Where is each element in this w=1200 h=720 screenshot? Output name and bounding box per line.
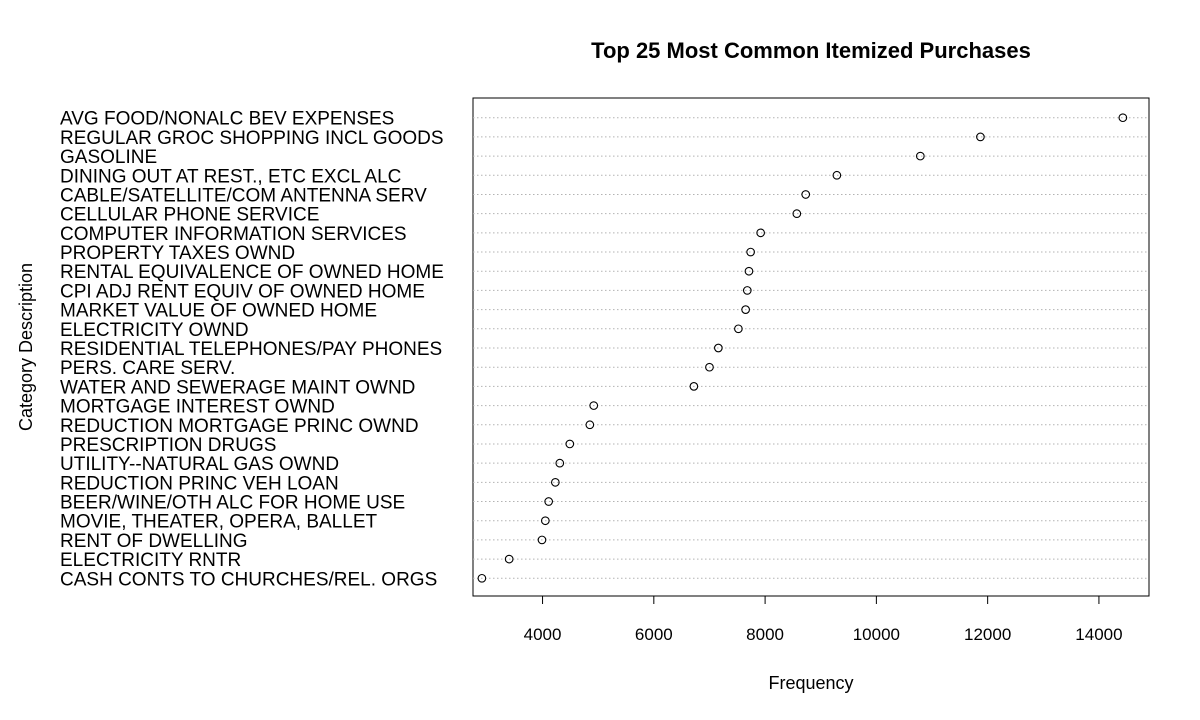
category-label: BEER/WINE/OTH ALC FOR HOME USE <box>60 493 405 514</box>
data-point <box>1118 113 1128 123</box>
category-label: PROPERTY TAXES OWND <box>60 243 295 264</box>
data-point <box>976 132 985 142</box>
x-axis: 4000 6000 8000 10000 12000 14000 <box>524 595 1123 644</box>
category-label: WATER AND SEWERAGE MAINT OWND <box>60 377 415 398</box>
category-label: ELECTRICITY RNTR <box>60 550 241 571</box>
data-point <box>746 247 755 257</box>
data-point <box>714 343 723 353</box>
data-point <box>744 266 754 276</box>
plot-area-frame <box>472 97 1150 597</box>
x-tick-label: 4000 <box>524 625 562 644</box>
data-point <box>477 573 487 583</box>
data-point <box>504 554 514 564</box>
x-tick-label: 10000 <box>853 625 900 644</box>
category-label: MORTGAGE INTEREST OWND <box>60 397 335 418</box>
x-tick-label: 14000 <box>1075 625 1122 644</box>
data-point <box>689 382 699 391</box>
data-point <box>734 324 743 334</box>
data-points <box>477 113 1128 583</box>
category-label: PRESCRIPTION DRUGS <box>60 435 276 456</box>
data-point <box>550 477 560 487</box>
data-point <box>589 401 599 410</box>
x-axis-label: Frequency <box>768 673 853 693</box>
chart-title: Top 25 Most Common Itemized Purchases <box>591 38 1031 63</box>
x-tick-label: 8000 <box>746 625 784 644</box>
x-tick-label: 12000 <box>964 625 1011 644</box>
data-point <box>705 362 714 372</box>
category-label: MOVIE, THEATER, OPERA, BALLET <box>60 512 377 533</box>
data-point <box>832 170 842 180</box>
category-label: REDUCTION PRINC VEH LOAN <box>60 473 339 494</box>
category-label: REGULAR GROC SHOPPING INCL GOODS <box>60 128 444 149</box>
category-label: MARKET VALUE OF OWNED HOME <box>60 301 377 322</box>
category-label: COMPUTER INFORMATION SERVICES <box>60 224 407 245</box>
category-label: RENT OF DWELLING <box>60 531 248 552</box>
category-label: CABLE/SATELLITE/COM ANTENNA SERV <box>60 185 427 206</box>
data-point <box>540 516 550 526</box>
category-label: RESIDENTIAL TELEPHONES/PAY PHONES <box>60 339 442 360</box>
data-point <box>741 305 750 314</box>
category-label: AVG FOOD/NONALC BEV EXPENSES <box>60 109 394 130</box>
category-label: GASOLINE <box>60 147 157 168</box>
category-label: CPI ADJ RENT EQUIV OF OWNED HOME <box>60 281 425 302</box>
data-point <box>565 439 575 449</box>
data-point <box>544 497 554 506</box>
data-point <box>915 151 925 161</box>
data-point <box>742 286 752 295</box>
data-point <box>792 209 802 219</box>
gridlines <box>473 117 1149 579</box>
data-point <box>801 190 811 199</box>
y-axis-label: Category Description <box>16 263 36 431</box>
data-point <box>585 420 595 430</box>
x-tick-label: 6000 <box>635 625 673 644</box>
category-label: PERS. CARE SERV. <box>60 358 235 379</box>
category-label: CASH CONTS TO CHURCHES/REL. ORGS <box>60 569 437 590</box>
category-label: UTILITY--NATURAL GAS OWND <box>60 454 339 475</box>
data-point <box>555 458 565 468</box>
category-label: CELLULAR PHONE SERVICE <box>60 205 319 226</box>
category-label: RENTAL EQUIVALENCE OF OWNED HOME <box>60 262 444 283</box>
category-label: DINING OUT AT REST., ETC EXCL ALC <box>60 166 401 187</box>
data-point <box>537 535 547 545</box>
category-label: REDUCTION MORTGAGE PRINC OWND <box>60 416 419 437</box>
category-label: ELECTRICITY OWND <box>60 320 249 341</box>
data-point <box>756 228 765 238</box>
